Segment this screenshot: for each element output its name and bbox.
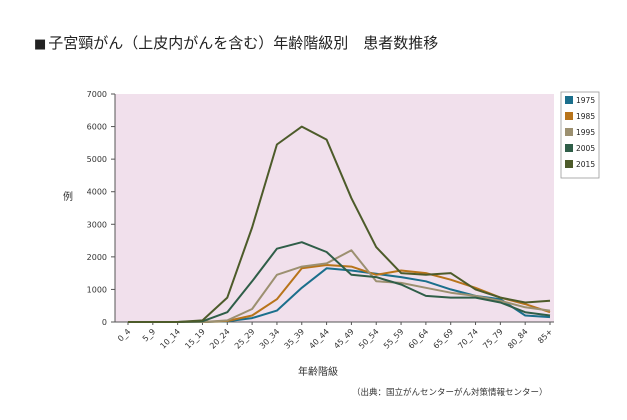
title-marker: ■ [34, 37, 47, 52]
x-tick-label: 80_84 [506, 327, 530, 351]
x-tick-label: 55_59 [382, 327, 406, 351]
legend-swatch [565, 96, 573, 104]
series-line-2015 [128, 125, 551, 323]
legend-label: 1995 [576, 128, 595, 137]
x-tick-label: 65_69 [432, 327, 456, 351]
y-tick-label: 7000 [87, 90, 107, 99]
y-tick-label: 1000 [87, 285, 107, 294]
plot-area [115, 94, 554, 322]
x-axis: 0_4 5_9 10_14 15_19 20_24 25_29 30_34 35_39 40_4… [115, 321, 554, 351]
y-tick-label: 2000 [87, 253, 107, 262]
source-note: （出典：国立がんセンターがん対策情報センター） [352, 388, 548, 398]
x-tick-label: 45_49 [332, 327, 356, 351]
legend-swatch [565, 160, 573, 168]
x-axis-label: 年齢階級 [298, 365, 338, 378]
x-tick-label: 75_79 [481, 327, 505, 351]
y-tick-label: 0 [102, 318, 107, 327]
series-lines [128, 125, 551, 323]
x-tick-label: 10_14 [158, 327, 182, 351]
x-tick-label: 25_29 [233, 327, 257, 351]
x-tick-label: 20_24 [208, 327, 232, 351]
x-tick-label: 70_74 [456, 327, 480, 351]
y-tick-label: 5000 [87, 155, 107, 164]
x-tick-label: 50_54 [357, 327, 381, 351]
y-axis-label: 例 [63, 190, 73, 203]
legend: 1975 1985 1995 2005 2015 [560, 91, 600, 179]
y-tick-label: 3000 [87, 220, 107, 229]
y-tick-label: 4000 [87, 188, 107, 197]
x-tick-label: 15_19 [183, 327, 207, 351]
legend-swatch [565, 128, 573, 136]
chart-title-text: 子宮頸がん（上皮内がんを含む）年齢階級別 患者数推移 [48, 34, 439, 52]
legend-swatch [565, 144, 573, 152]
x-tick-label: 30_34 [258, 327, 282, 351]
x-tick-label: 60_64 [407, 327, 431, 351]
legend-label: 2015 [576, 160, 595, 169]
legend-label: 1975 [576, 96, 595, 105]
legend-swatch [565, 112, 573, 120]
x-tick-label: 0_4 [116, 327, 132, 343]
y-axis: 0 1000 2000 3000 4000 5000 6000 7000 [87, 90, 116, 327]
x-tick-label: 35_39 [283, 327, 307, 351]
x-tick-label: 40_44 [307, 327, 331, 351]
legend-label: 1985 [576, 112, 595, 121]
chart-title: ■ 子宮頸がん（上皮内がんを含む）年齢階級別 患者数推移 [34, 32, 438, 53]
x-tick-label: 5_9 [141, 327, 157, 343]
y-tick-label: 6000 [87, 123, 107, 132]
x-tick-label: 85+ [536, 327, 554, 345]
legend-label: 2005 [576, 144, 595, 153]
